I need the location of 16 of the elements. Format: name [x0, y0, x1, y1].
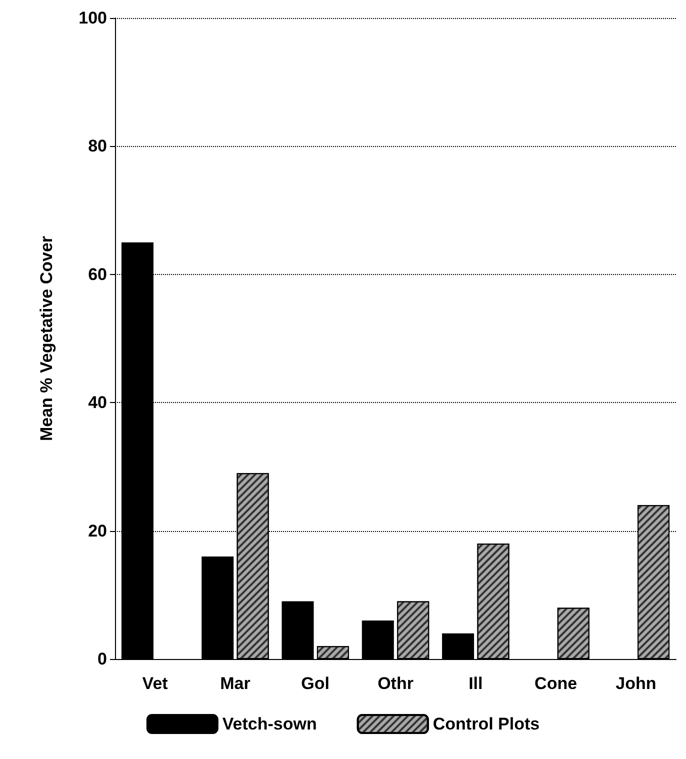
x-tick-label: Gol: [301, 674, 330, 693]
y-tick-label: 80: [88, 136, 107, 156]
y-tick-label: 60: [88, 264, 107, 284]
y-tick-label: 40: [88, 393, 107, 412]
x-tick-label: Othr: [378, 674, 414, 693]
y-tick-label: 0: [98, 650, 107, 668]
y-tick-label: 100: [78, 8, 107, 28]
x-tick-label: Mar: [220, 674, 251, 693]
y-tick-label: 20: [88, 521, 107, 540]
x-tick-label: John: [616, 674, 656, 693]
x-tick-label: Vet: [142, 674, 168, 693]
legend-label: Vetch-sown: [222, 714, 317, 734]
x-tick-label: Cone: [534, 674, 578, 693]
legend-label: Control Plots: [432, 714, 540, 734]
y-axis-title: Mean % Vegetative Cover: [37, 236, 56, 442]
x-tick-label: Ill: [468, 674, 483, 693]
